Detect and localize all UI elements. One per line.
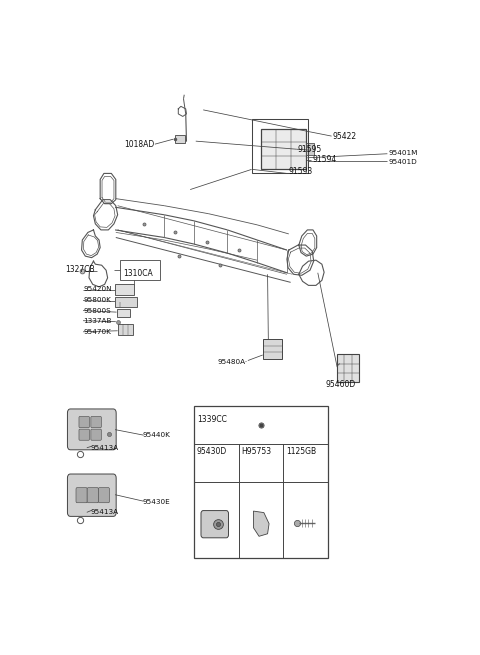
Text: 95480A: 95480A [218, 359, 246, 365]
FancyBboxPatch shape [201, 511, 228, 538]
Text: 95440K: 95440K [143, 432, 171, 438]
Bar [120, 260, 160, 280]
Text: 1327CB: 1327CB [66, 265, 95, 274]
Text: 95401M: 95401M [388, 150, 418, 157]
FancyBboxPatch shape [67, 409, 116, 450]
Text: H95753: H95753 [241, 447, 272, 457]
Text: 91594: 91594 [312, 155, 336, 164]
Bar [306, 143, 314, 155]
Text: 95413A: 95413A [91, 510, 119, 515]
Text: 95800K: 95800K [83, 297, 111, 303]
Bar [115, 297, 137, 307]
Bar [263, 339, 282, 358]
FancyBboxPatch shape [91, 417, 101, 428]
Bar [175, 135, 185, 143]
Text: 95401D: 95401D [388, 159, 417, 165]
Bar [252, 119, 308, 174]
Polygon shape [253, 511, 269, 536]
Text: 95430D: 95430D [197, 447, 227, 457]
Text: 1310CA: 1310CA [123, 269, 153, 278]
Text: 1125GB: 1125GB [286, 447, 316, 457]
Text: 1339CC: 1339CC [197, 415, 227, 424]
Bar [115, 284, 133, 295]
FancyBboxPatch shape [87, 487, 98, 503]
Bar [261, 129, 305, 170]
Text: 1018AD: 1018AD [124, 140, 154, 149]
FancyBboxPatch shape [98, 487, 109, 503]
Bar [117, 309, 130, 316]
Bar [118, 324, 132, 335]
Text: 95430E: 95430E [143, 499, 171, 505]
Text: 95800S: 95800S [83, 308, 111, 314]
Bar [194, 406, 328, 558]
FancyBboxPatch shape [67, 474, 116, 516]
FancyBboxPatch shape [79, 429, 89, 440]
Text: 95460D: 95460D [325, 381, 356, 389]
Text: 95420N: 95420N [83, 286, 112, 292]
FancyBboxPatch shape [76, 487, 87, 503]
Text: 95422: 95422 [332, 132, 357, 141]
Bar [337, 354, 359, 383]
FancyBboxPatch shape [79, 417, 89, 428]
Text: 1337AB: 1337AB [83, 318, 111, 324]
Text: 91595: 91595 [297, 145, 322, 154]
Text: 95470K: 95470K [83, 329, 111, 335]
FancyBboxPatch shape [91, 429, 101, 440]
Text: 91593: 91593 [288, 168, 312, 176]
Text: 95413A: 95413A [91, 445, 119, 451]
